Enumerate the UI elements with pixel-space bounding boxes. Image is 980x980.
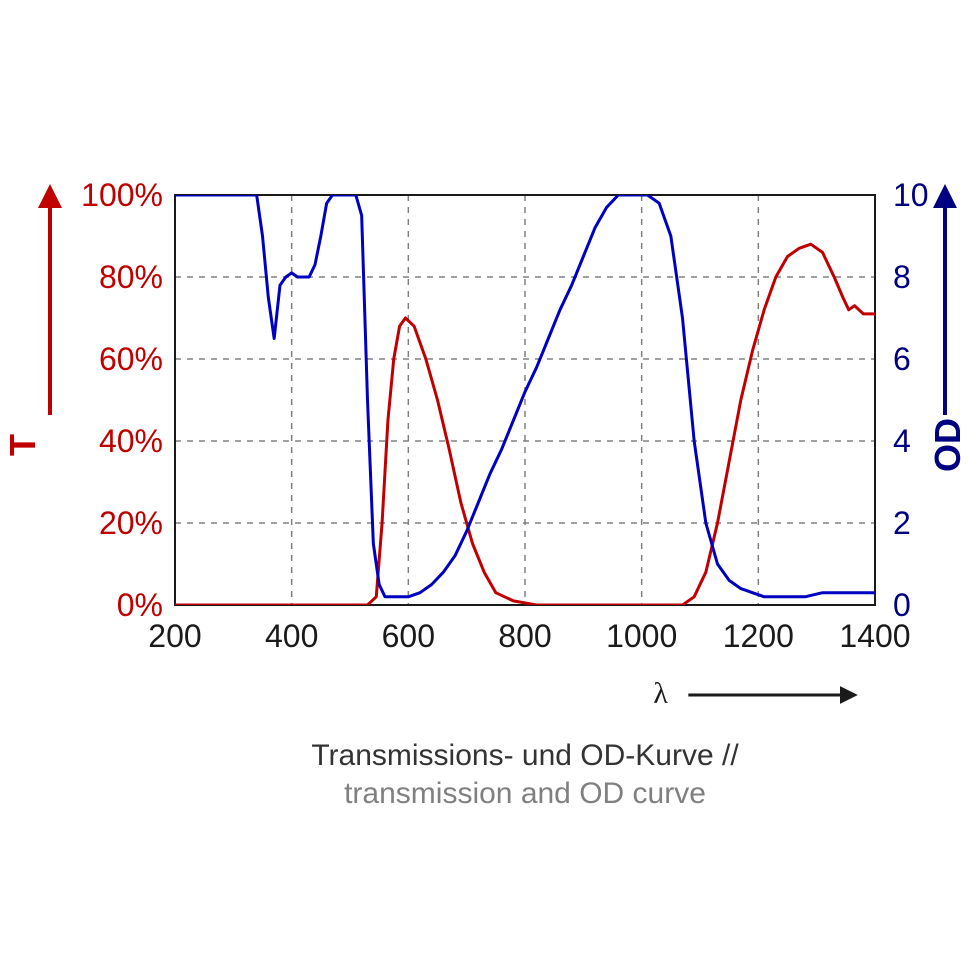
x-tick-label: 1400 <box>839 618 910 654</box>
y-right-tick-label: 8 <box>893 259 911 295</box>
y-left-tick-label: 80% <box>99 259 163 295</box>
x-tick-label: 800 <box>498 618 551 654</box>
y-right-tick-label: 4 <box>893 423 911 459</box>
y-right-tick-label: 2 <box>893 505 911 541</box>
x-tick-label: 600 <box>382 618 435 654</box>
left-axis-label: T <box>2 434 43 456</box>
y-left-tick-label: 60% <box>99 341 163 377</box>
x-axis-label: λ <box>653 677 668 710</box>
x-tick-label: 1000 <box>606 618 677 654</box>
transmission-od-chart: 200 400 600 800 1000 1200 1400 0% 20% 40% 60% 80% 10… <box>0 0 980 980</box>
x-tick-label: 200 <box>148 618 201 654</box>
y-left-tick-label: 20% <box>99 505 163 541</box>
caption-line-2: transmission and OD curve <box>344 777 706 810</box>
y-left-tick-label: 0% <box>117 587 163 623</box>
y-left-tick-label: 40% <box>99 423 163 459</box>
y-right-tick-label: 10 <box>893 177 929 213</box>
y-right-tick-label: 0 <box>893 587 911 623</box>
y-right-tick-label: 6 <box>893 341 911 377</box>
caption-line-1: Transmissions- und OD-Kurve // <box>311 739 739 772</box>
x-tick-label: 400 <box>265 618 318 654</box>
right-axis-label: OD <box>927 418 968 472</box>
y-left-tick-label: 100% <box>81 177 163 213</box>
x-tick-label: 1200 <box>723 618 794 654</box>
